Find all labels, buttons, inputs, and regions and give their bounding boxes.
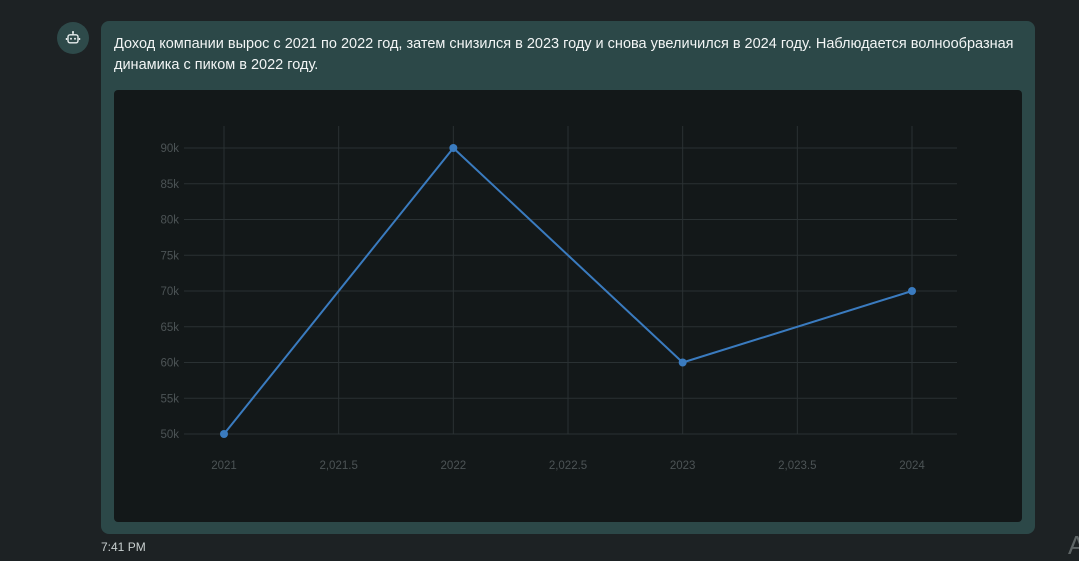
x-tick-label: 2,022.5 — [549, 460, 587, 472]
message-text: Доход компании вырос с 2021 по 2022 год,… — [114, 36, 1014, 73]
y-tick-label: 70k — [160, 286, 179, 298]
y-tick-label: 55k — [160, 393, 179, 405]
robot-icon — [65, 31, 81, 44]
y-tick-label: 85k — [160, 179, 179, 191]
y-tick-label: 60k — [160, 358, 179, 370]
line-chart: 2021 2,021.5 2022 2,022.5 2023 2,023.5 2024 50k… — [160, 126, 957, 472]
y-tick-label: 50k — [160, 429, 179, 441]
line-chart-panel: 2021 2,021.5 2022 2,022.5 2023 2,023.5 2024 50k… — [114, 90, 1022, 522]
data-point — [449, 144, 458, 152]
message-timestamp: 7:41 PM — [101, 540, 146, 554]
x-tick-label: 2021 — [211, 460, 237, 472]
series-line — [223, 147, 913, 435]
x-tick-label: 2,021.5 — [319, 460, 357, 472]
data-point — [220, 430, 228, 438]
y-tick-label: 80k — [160, 215, 179, 227]
edge-letter: A — [1068, 530, 1079, 560]
assistant-message-bubble: Доход компании вырос с 2021 по 2022 год,… — [101, 21, 1035, 534]
y-tick-label: 90k — [160, 143, 179, 155]
data-point — [908, 287, 916, 295]
x-tick-label: 2024 — [899, 460, 925, 472]
x-tick-label: 2022 — [441, 460, 467, 472]
y-tick-label: 75k — [160, 250, 179, 262]
assistant-avatar — [57, 22, 89, 54]
x-tick-label: 2,023.5 — [778, 460, 816, 472]
data-point — [678, 358, 687, 367]
y-tick-label: 65k — [160, 322, 179, 334]
x-tick-label: 2023 — [670, 460, 696, 472]
